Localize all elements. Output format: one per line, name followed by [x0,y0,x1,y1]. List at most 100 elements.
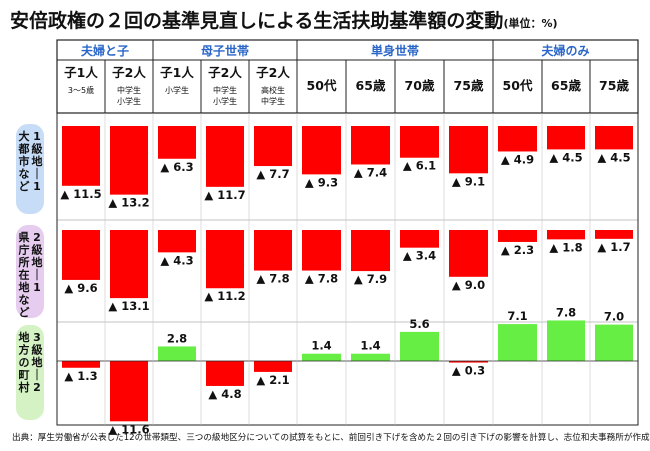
row-label-char: ｜ [32,167,43,181]
bar-decrease [302,126,341,175]
bar-decrease [62,230,100,280]
bar-decrease [449,230,488,277]
column-label: 65歳 [356,78,386,93]
row-label-char: 地 [32,255,43,269]
bar-value-label: 1.4 [311,339,331,353]
row-label-char: 1 [33,180,41,193]
bar-value-label: ▲ 4.5 [597,150,630,164]
column-label: 子1人 [64,65,98,80]
bar-decrease [110,230,148,299]
bar-value-label: ▲ 7.8 [256,272,289,286]
bar-increase [595,324,633,361]
row-place-char: 地 [19,330,30,344]
group-header-cell [153,40,297,60]
bar-value-label: ▲ 6.3 [160,160,193,174]
bar-decrease [110,126,148,195]
bar-decrease [158,230,196,253]
bar-decrease [400,230,439,248]
column-label: 50代 [307,78,337,93]
row-place-char: 都 [18,142,30,156]
bar-value-label: ▲ 9.0 [452,278,485,292]
group-label: 母子世帯 [201,43,249,58]
row-label-char: 地 [32,154,43,168]
row-label-char: 2 [33,231,41,244]
row-place-char: 村 [19,380,30,394]
bar-value-label: ▲ 7.7 [256,167,289,181]
column-label: 65歳 [551,78,581,93]
bar-value-label: 7.1 [507,309,527,323]
row-place-char: ど [19,180,30,193]
chart-title: 安倍政権の２回の基準見直しによる生活扶助基準額の変動(単位：%) [10,6,558,33]
row-place-char: 大 [19,129,30,143]
bar-decrease [254,126,292,167]
column-label: 50代 [503,78,533,93]
row-label-char: 級 [32,343,43,357]
bar-increase [400,331,439,361]
bar-value-label: ▲ 11.6 [108,422,149,436]
bar-decrease [351,126,390,165]
bar-value-label: ▲ 9.6 [64,281,97,295]
group-header-cell [57,40,153,60]
column-sublabel: 小学生 [213,96,237,106]
row-label-pill [16,325,44,420]
bar-value-label: 5.6 [409,317,429,331]
column-label: 子2人 [208,65,242,80]
column-sublabel: 中学生 [213,85,237,95]
row-place-char: 県 [19,231,30,244]
bar-decrease [547,126,585,150]
column-label: 75歳 [599,78,629,93]
row-label-char: ｜ [32,268,43,282]
bar-decrease [158,126,196,159]
source-note: 出典：厚生労働省が公表した12の世帯類型、三つの級地区分についての試算をもとに、… [12,433,650,443]
column-sublabel: 中学生 [117,85,141,95]
row-label-char: 1 [33,130,41,143]
bar-value-label: 7.8 [556,305,576,319]
bar-increase [498,324,537,361]
bar-decrease [62,361,100,368]
bar-decrease [206,361,244,386]
bar-decrease [206,126,244,187]
bar-value-label: ▲ 2.1 [256,373,289,387]
column-sublabel: 小学生 [117,96,141,106]
bar-value-label: ▲ 1.3 [64,369,97,383]
bar-value-label: ▲ 9.3 [305,175,338,189]
bar-value-label: 7.0 [604,310,624,324]
bar-value-label: ▲ 4.8 [208,387,241,401]
bar-value-label: ▲ 4.3 [160,253,193,267]
column-sublabel: 小学生 [165,85,189,95]
row-label-char: 3 [33,331,41,344]
bar-value-label: ▲ 1.7 [597,240,630,254]
bar-value-label: ▲ 1.8 [549,240,582,254]
bar-decrease [254,230,292,271]
group-label: 単身世帯 [371,43,419,58]
row-label-char: 1 [33,281,41,294]
bar-value-label: ▲ 13.2 [108,196,149,210]
bar-value-label: ▲ 13.1 [108,299,149,313]
row-place-char: 在 [19,268,30,282]
bar-decrease [498,230,537,242]
row-place-char: 所 [19,255,30,269]
unit-label: (単位：%) [503,17,558,30]
row-place-char: の [19,356,30,369]
bar-decrease [62,126,100,186]
bar-value-label: ▲ 11.5 [60,187,101,201]
bar-decrease [110,361,148,422]
bar-value-label: ▲ 9.1 [452,174,485,188]
bar-value-label: ▲ 6.1 [403,159,436,173]
row-place-char: 地 [19,280,30,294]
bar-value-label: 1.4 [360,339,380,353]
column-label: 子1人 [160,65,194,80]
title-text: 安倍政権の２回の基準見直しによる生活扶助基準額の変動 [10,10,504,32]
bar-value-label: ▲ 11.7 [204,188,245,202]
row-place-char: 市 [19,154,30,168]
bar-decrease [254,361,292,372]
bar-value-label: ▲ 0.3 [452,364,485,378]
bar-value-label: ▲ 7.8 [305,272,338,286]
bar-value-label: 2.8 [167,331,187,345]
bar-decrease [498,126,537,152]
row-label-char: ｜ [32,368,43,382]
bar-value-label: ▲ 11.2 [204,289,245,303]
column-sublabel: 中学生 [261,96,285,106]
bar-increase [547,320,585,361]
